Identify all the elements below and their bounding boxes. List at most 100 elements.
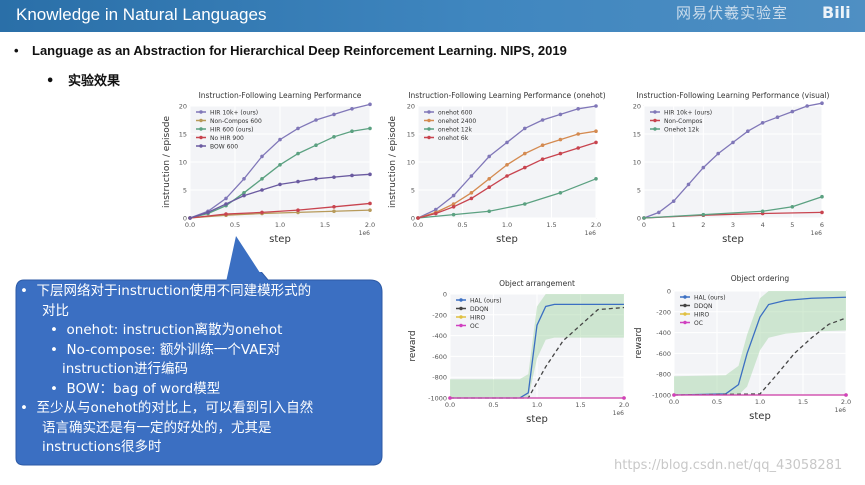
annotation-bubble xyxy=(15,272,383,466)
legend-marker xyxy=(199,144,203,148)
y-tick-label: 20 xyxy=(633,103,641,111)
series-line xyxy=(417,178,597,219)
x-tick-label: 2.0 xyxy=(619,401,629,409)
series-line xyxy=(450,303,624,399)
bubble-line: 语言确实还是有一定的好处的，尤其是 xyxy=(42,419,272,436)
data-point xyxy=(671,199,676,203)
data-point xyxy=(805,104,809,108)
y-tick-label: -1000 xyxy=(652,392,671,400)
data-point xyxy=(576,146,580,150)
netease-fuxi-logo: 网易伏羲实验室 xyxy=(676,4,789,22)
data-point xyxy=(657,210,661,215)
x-tick-label: 3 xyxy=(731,221,735,229)
data-point xyxy=(314,118,318,122)
chart-object-arrangement: -1000 -800 -600 -400 -200 0 0.0 0.5 1.0 1.5 2.01e6… xyxy=(408,279,629,425)
bullet-dot-icon: • xyxy=(50,380,67,397)
bubble-line: • 至少从与onehot的对比上，可以看到引入自然 xyxy=(20,400,314,416)
x-tick-label: 1.0 xyxy=(502,221,512,229)
data-point xyxy=(368,201,372,206)
x-axis-label: step xyxy=(749,411,771,422)
data-point xyxy=(242,193,246,198)
legend-label: DDQN xyxy=(694,303,712,310)
bullet-dot-icon: • xyxy=(46,74,55,89)
data-point xyxy=(448,396,452,400)
chart-title: Instruction-Following Learning Performan… xyxy=(637,91,830,100)
legend-marker xyxy=(653,118,657,123)
data-point xyxy=(469,191,474,195)
x-tick-label: 0.5 xyxy=(712,398,722,406)
y-tick-label: 15 xyxy=(633,131,641,139)
data-point xyxy=(296,126,300,131)
data-point xyxy=(790,205,795,209)
data-point xyxy=(469,174,474,178)
x-tick-label: 1.5 xyxy=(798,398,808,406)
x-scale-label: 1e6 xyxy=(359,230,371,237)
data-point xyxy=(487,177,491,181)
x-tick-label: 1.0 xyxy=(532,401,542,409)
chart-object-ordering: -1000 -800 -600 -400 -200 0 0.0 0.5 1.0 1.5 2.01e6… xyxy=(634,274,851,422)
data-point xyxy=(332,112,336,117)
x-tick-label: 0.5 xyxy=(230,221,240,229)
legend-marker xyxy=(199,110,203,114)
data-point xyxy=(622,396,626,400)
series-line xyxy=(673,317,847,396)
legend-marker xyxy=(653,110,657,114)
y-tick-label: -400 xyxy=(656,329,671,337)
legend-label: Onehot 12k xyxy=(664,126,700,133)
data-point xyxy=(558,137,563,142)
data-point xyxy=(260,154,264,159)
data-point xyxy=(594,177,598,181)
x-tick-label: 1.0 xyxy=(275,221,285,229)
data-point xyxy=(350,107,354,111)
x-axis-label: step xyxy=(496,234,518,245)
y-tick-label: -200 xyxy=(432,311,447,319)
x-tick-label: 2.0 xyxy=(365,221,375,229)
legend-marker xyxy=(459,315,463,319)
bilibili-logo: Bili xyxy=(822,3,851,22)
data-point xyxy=(224,202,228,206)
data-point xyxy=(260,210,264,215)
data-point xyxy=(844,393,848,397)
series-line xyxy=(189,209,371,219)
x-tick-label: 2 xyxy=(701,221,705,229)
data-point xyxy=(672,393,676,397)
bubble-line: • No-compose: 额外训练一个VAE对 xyxy=(50,341,281,358)
x-tick-label: 0.0 xyxy=(669,398,679,406)
legend-marker xyxy=(459,298,463,302)
data-point xyxy=(540,118,545,122)
legend-label: HIR 10k+ (ours) xyxy=(210,109,258,116)
data-point xyxy=(505,174,509,178)
data-point xyxy=(775,115,780,119)
x-axis-label: step xyxy=(722,234,744,245)
legend-label: OC xyxy=(470,323,479,330)
x-tick-label: 2.0 xyxy=(591,221,601,229)
bullet-dot-icon: • xyxy=(14,43,19,58)
legend-label: OC xyxy=(694,320,703,327)
y-tick-label: 20 xyxy=(407,103,415,111)
legend-marker xyxy=(653,127,657,131)
watermark-url: https://blog.csdn.net/qq_43058281 xyxy=(614,458,843,473)
data-point xyxy=(701,212,706,217)
confidence-band xyxy=(450,294,624,398)
paper-reference-bullet: • Language as an Abstraction for Hierarch… xyxy=(14,43,567,58)
x-tick-label: 1.0 xyxy=(755,398,765,406)
legend-marker xyxy=(683,295,687,299)
data-point xyxy=(820,194,824,199)
bullet-dot-icon: • xyxy=(20,400,37,416)
data-point xyxy=(686,182,691,187)
experiment-results-text: 实验效果 xyxy=(68,74,121,89)
legend-label: Non-Compos 600 xyxy=(210,118,262,125)
bubble-line: instruction进行编码 xyxy=(62,361,189,377)
legend-marker xyxy=(427,135,431,140)
legend-marker xyxy=(199,127,203,131)
bubble-line: • onehot: instruction离散为onehot xyxy=(50,322,283,338)
paper-reference-text: Language as an Abstraction for Hierarchi… xyxy=(32,43,567,58)
x-tick-label: 5 xyxy=(790,221,794,229)
legend-label: HIR 600 (ours) xyxy=(210,126,253,133)
legend-label: BOW 600 xyxy=(210,143,238,150)
legend-label: Non-Compos xyxy=(664,118,702,125)
y-tick-label: -600 xyxy=(432,353,447,361)
chart-title: Instruction-Following Learning Performan… xyxy=(199,91,362,100)
